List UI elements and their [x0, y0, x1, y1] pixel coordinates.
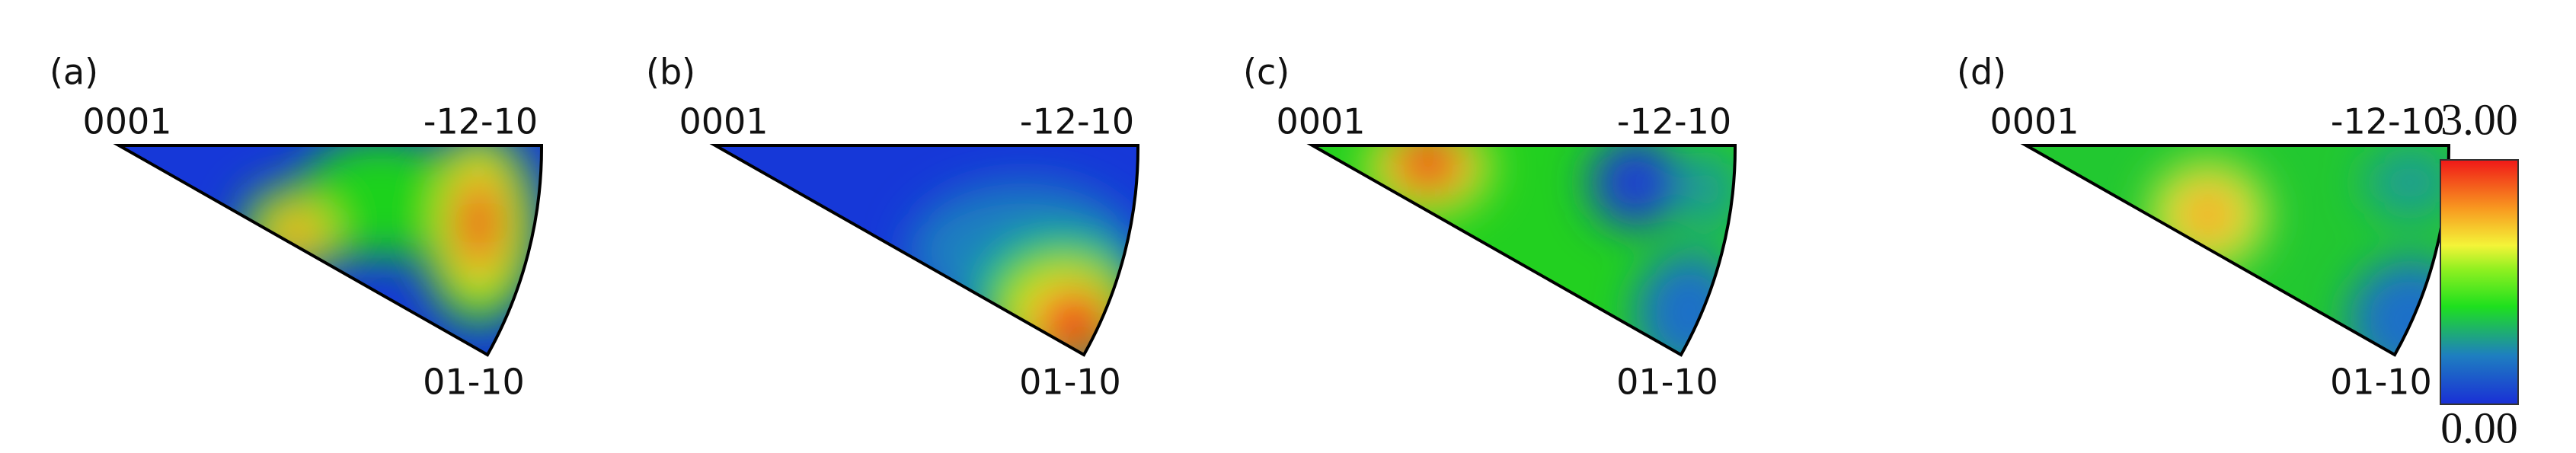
corner-label: 0001	[1990, 101, 2079, 142]
corner-label: -12-10	[423, 101, 538, 142]
panel: (b) 0001 -12-10 01-10	[646, 52, 1140, 403]
corner-label: -12-10	[1020, 101, 1134, 142]
colorbar-min: 0.00	[2440, 403, 2518, 452]
panel-label: (a)	[50, 52, 98, 93]
corner-label: 01-10	[1019, 362, 1121, 403]
panel-label: (b)	[646, 52, 695, 93]
colorbar-max: 3.00	[2440, 94, 2518, 144]
panel-label: (d)	[1957, 52, 2006, 93]
panel: (a) 0001 -12-10 01-10	[50, 52, 544, 403]
corner-label: 01-10	[423, 362, 525, 403]
corner-label: -12-10	[1617, 101, 1731, 142]
corner-label: 0001	[1276, 101, 1365, 142]
corner-label: 01-10	[2330, 362, 2432, 403]
panel-label: (c)	[1243, 52, 1290, 93]
corner-label: 01-10	[1616, 362, 1718, 403]
panel: (c) 0001 -12-10 01-10	[1243, 52, 1737, 403]
corner-label: 0001	[82, 101, 171, 142]
colorbar	[2440, 159, 2519, 405]
corner-label: 0001	[679, 101, 768, 142]
corner-label: -12-10	[2331, 101, 2445, 142]
panel: (d) 0001 -12-10 01-10	[1957, 52, 2451, 403]
